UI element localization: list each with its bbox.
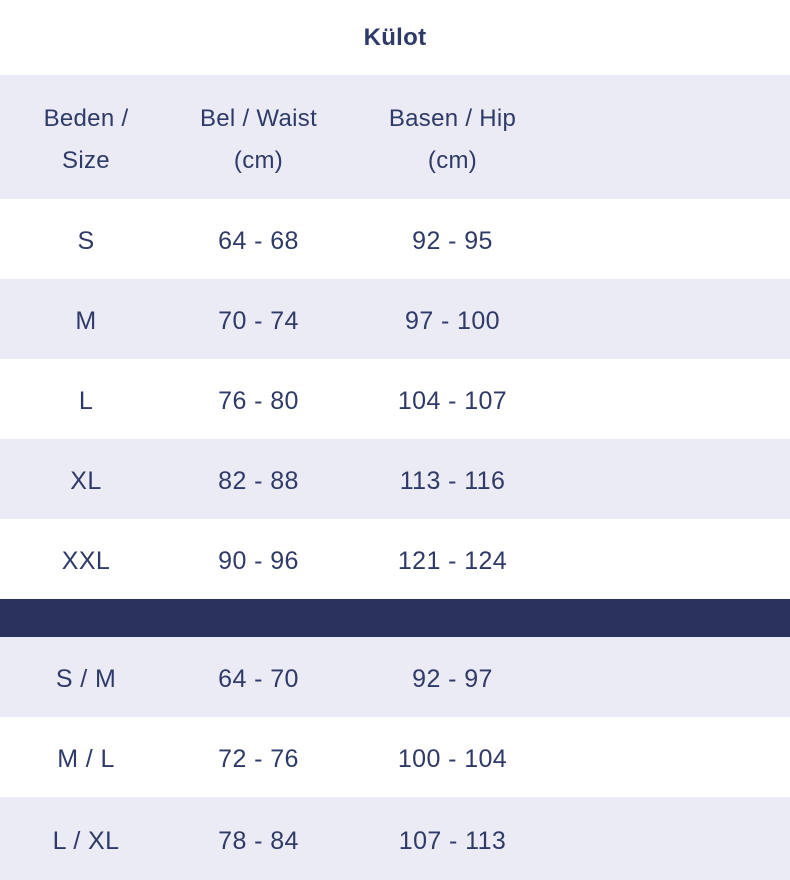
- waist-cell: 64 - 70: [218, 665, 299, 693]
- size-cell: L: [78, 387, 94, 415]
- section-divider-bar: [0, 599, 790, 637]
- hip-cell: 107 - 113: [398, 826, 507, 855]
- header-cell-waist: Bel / Waist (cm): [172, 75, 345, 199]
- empty-cell: [560, 637, 790, 717]
- table-row-l-xl: L / XL 78 - 84 107 - 113: [0, 797, 790, 880]
- table-row-s: S 64 - 68 92 - 95: [0, 199, 790, 279]
- size-cell: M / L: [57, 745, 115, 773]
- header-waist-line1: Bel / Waist: [199, 105, 318, 132]
- hip-cell: 100 - 104: [397, 745, 508, 773]
- header-size-line1: Beden /: [43, 105, 129, 132]
- table-row-xxl: XXL 90 - 96 121 - 124: [0, 519, 790, 599]
- waist-cell: 64 - 68: [218, 227, 299, 255]
- empty-cell: [560, 519, 790, 599]
- header-hip-line1: Basen / Hip: [388, 105, 517, 132]
- size-cell: S / M: [55, 665, 117, 693]
- table-row-m-l: M / L 72 - 76 100 - 104: [0, 717, 790, 797]
- empty-cell: [560, 199, 790, 279]
- header-size-line2: Size: [62, 147, 110, 174]
- header-cell-hip: Basen / Hip (cm): [345, 75, 560, 199]
- size-cell: M: [75, 307, 97, 335]
- table-row-s-m: S / M 64 - 70 92 - 97: [0, 637, 790, 717]
- header-waist-line2: (cm): [233, 147, 284, 174]
- header-hip-line2: (cm): [427, 147, 478, 174]
- waist-cell: 90 - 96: [218, 547, 299, 575]
- hip-cell: 113 - 116: [399, 467, 506, 495]
- header-cell-size: Beden / Size: [0, 75, 172, 199]
- size-cell: XL: [70, 467, 102, 495]
- empty-cell: [560, 717, 790, 797]
- waist-cell: 78 - 84: [218, 826, 299, 855]
- hip-cell: 104 - 107: [397, 387, 508, 415]
- size-table: Beden / Size Bel / Waist (cm) Basen / Hi…: [0, 75, 790, 880]
- hip-cell: 92 - 97: [412, 665, 493, 693]
- table-row-xl: XL 82 - 88 113 - 116: [0, 439, 790, 519]
- empty-cell: [560, 359, 790, 439]
- table-row-l: L 76 - 80 104 - 107: [0, 359, 790, 439]
- size-chart-title: Külot: [363, 23, 427, 51]
- size-cell: L / XL: [52, 826, 120, 855]
- empty-cell: [560, 439, 790, 519]
- hip-cell: 97 - 100: [405, 307, 500, 335]
- waist-cell: 72 - 76: [218, 745, 299, 773]
- empty-cell: [560, 279, 790, 359]
- size-cell: S: [77, 227, 95, 255]
- header-row: Beden / Size Bel / Waist (cm) Basen / Hi…: [0, 75, 790, 199]
- header-cell-empty: [560, 75, 790, 199]
- hip-cell: 92 - 95: [412, 227, 493, 255]
- waist-cell: 70 - 74: [218, 307, 299, 335]
- size-chart-title-bar: Külot: [0, 0, 790, 75]
- waist-cell: 82 - 88: [218, 467, 299, 495]
- table-row-m: M 70 - 74 97 - 100: [0, 279, 790, 359]
- size-cell: XXL: [61, 547, 111, 575]
- hip-cell: 121 - 124: [397, 547, 508, 575]
- waist-cell: 76 - 80: [218, 387, 299, 415]
- empty-cell: [560, 797, 790, 880]
